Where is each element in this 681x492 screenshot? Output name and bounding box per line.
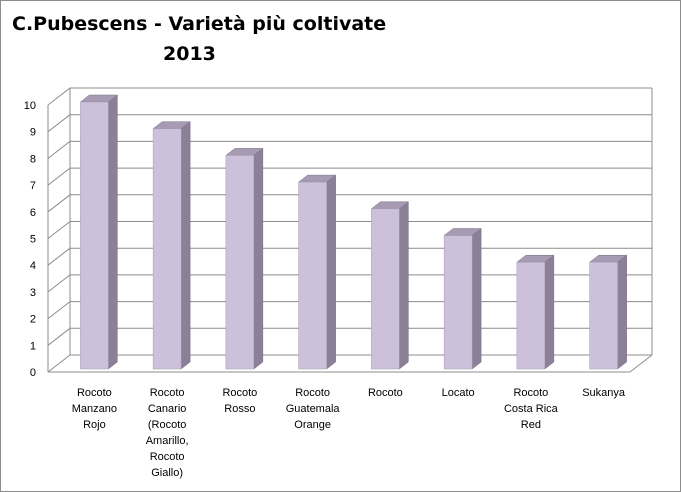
category-label: Rocoto xyxy=(513,387,548,399)
y-tick-label: 0 xyxy=(30,367,36,379)
gridline-side xyxy=(47,327,71,346)
category-label: Canario xyxy=(148,403,187,415)
bar-front xyxy=(443,235,473,370)
category-label: Guatemala xyxy=(286,403,341,415)
category-label: (Rocoto xyxy=(148,419,187,431)
bar-side xyxy=(253,147,264,370)
gridline-side xyxy=(47,354,71,373)
gridline-side xyxy=(47,114,71,133)
category-label: Rocoto xyxy=(368,387,403,399)
gridline-side xyxy=(47,87,71,106)
gridline-side xyxy=(47,274,71,293)
bar xyxy=(516,254,555,370)
category-label: Costa Rica xyxy=(504,403,559,415)
bar xyxy=(297,174,337,370)
bar-front xyxy=(152,128,182,370)
bar-front xyxy=(298,181,327,370)
gridlines xyxy=(47,87,653,373)
y-tick-label: 7 xyxy=(30,180,36,192)
bars xyxy=(79,94,628,370)
category-label: Giallo) xyxy=(151,467,183,479)
category-label: Rosso xyxy=(224,403,255,415)
category-label: Manzano xyxy=(72,403,117,415)
category-label: Locato xyxy=(442,387,475,399)
bar xyxy=(152,121,191,370)
bar-front xyxy=(516,261,546,370)
category-label: Rocoto xyxy=(295,387,330,399)
bar xyxy=(225,147,264,370)
y-tick-label: 3 xyxy=(30,287,36,299)
category-label: Orange xyxy=(294,419,331,431)
y-tick-label: 4 xyxy=(30,260,36,272)
category-label: Rocoto xyxy=(222,387,257,399)
bar-front xyxy=(589,261,618,370)
bar-side xyxy=(617,254,627,370)
gridline-side xyxy=(47,141,71,159)
bar xyxy=(588,254,628,370)
bar-side xyxy=(180,121,191,370)
gridline-side xyxy=(47,301,71,319)
y-tick-label: 1 xyxy=(30,340,36,352)
x-axis-labels: Rocoto Manzano Rojo Rocoto Canario (Rocoto Ama… xyxy=(72,387,626,479)
y-tick-label: 2 xyxy=(30,314,36,326)
chart-title-line1: C.Pubescens - Varietà più coltivate xyxy=(12,13,387,35)
category-label: Red xyxy=(521,419,541,431)
category-label: Rojo xyxy=(83,419,106,431)
gridline-side xyxy=(47,247,71,266)
bar-front xyxy=(80,101,109,370)
category-label: Rocoto xyxy=(150,451,185,463)
category-label: Amarillo, xyxy=(146,435,189,447)
floor-right-edge xyxy=(629,354,653,373)
gridline-side xyxy=(47,221,71,239)
bar-side xyxy=(399,201,409,370)
bar xyxy=(79,94,119,370)
category-label: Sukanya xyxy=(582,387,626,399)
bar-side xyxy=(108,94,118,370)
bar-side xyxy=(471,227,482,370)
y-tick-label: 6 xyxy=(30,207,36,219)
y-axis: 0 1 2 3 4 5 6 7 8 9 10 xyxy=(24,100,36,379)
y-tick-label: 9 xyxy=(30,127,36,139)
y-tick-label: 10 xyxy=(24,100,36,112)
category-label: Rocoto xyxy=(150,387,185,399)
gridline-side xyxy=(47,167,71,186)
category-label: Rocoto xyxy=(77,387,112,399)
bar-side xyxy=(326,174,336,370)
bar xyxy=(370,201,410,370)
bar-side xyxy=(544,254,555,370)
gridline-side xyxy=(47,194,71,213)
bar-front xyxy=(225,155,255,370)
y-tick-label: 8 xyxy=(30,153,36,165)
bar xyxy=(443,227,482,370)
bar-front xyxy=(371,208,400,370)
chart-title-line2: 2013 xyxy=(163,43,216,65)
y-tick-label: 5 xyxy=(30,234,36,246)
